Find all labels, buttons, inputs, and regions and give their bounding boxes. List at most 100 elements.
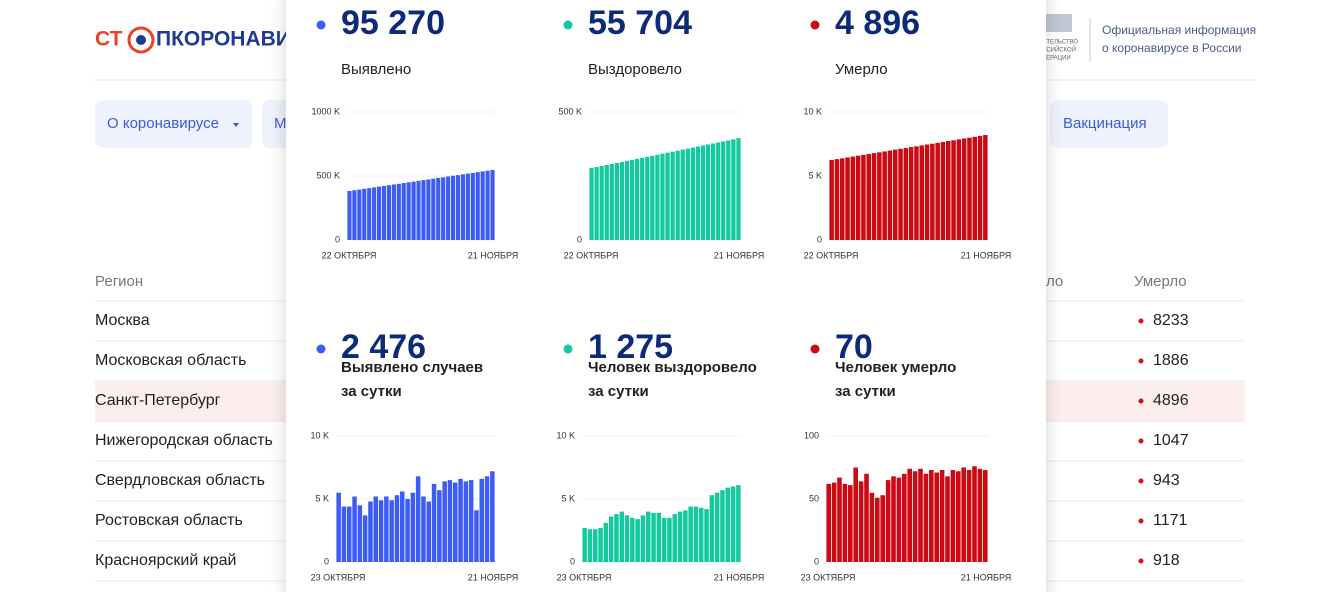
bar (614, 162, 619, 240)
bar (834, 159, 840, 240)
bar (646, 511, 651, 562)
nav-button[interactable] (1050, 100, 1168, 148)
bar (977, 468, 983, 562)
bar (406, 182, 411, 240)
bar (608, 516, 614, 562)
bar (431, 483, 437, 562)
bar (667, 517, 672, 562)
bar (956, 471, 961, 562)
bar (490, 471, 495, 562)
bar (367, 188, 372, 240)
bar (640, 515, 646, 562)
bar (604, 164, 609, 240)
region-name: Санкт-Петербург (95, 392, 221, 409)
region-name: Нижегородская область (95, 432, 273, 449)
bar (919, 145, 924, 240)
bar (695, 146, 701, 240)
x-label: 22 ОКТЯБРЯ (564, 250, 619, 260)
bar (352, 496, 357, 562)
logo-icon (127, 26, 155, 54)
emblem-icon (1046, 14, 1072, 32)
status-dot (1138, 558, 1144, 564)
bar (711, 143, 716, 240)
bar (869, 492, 875, 562)
bar (709, 495, 715, 562)
stat-label: Выявлено (341, 61, 411, 78)
bar (582, 527, 587, 562)
x-label: 23 ОКТЯБРЯ (557, 572, 612, 582)
bar (665, 152, 670, 240)
x-label: 21 НОЯБРЯ (961, 250, 1012, 260)
bar (956, 139, 962, 240)
bar (720, 490, 725, 562)
bar (977, 135, 983, 240)
bar (950, 470, 956, 562)
bar (661, 517, 667, 562)
bar (384, 496, 389, 562)
bar (479, 478, 484, 562)
y-tick-label: 1000 K (311, 106, 340, 116)
bar (401, 183, 406, 240)
y-tick-label: 5 K (808, 170, 822, 180)
bar (660, 153, 665, 240)
bar (347, 506, 352, 562)
y-tick-label: 0 (577, 234, 582, 244)
bar (455, 175, 461, 240)
bar (603, 522, 609, 562)
bar (672, 514, 677, 562)
bar (389, 500, 394, 562)
bar (446, 176, 451, 240)
bar (441, 177, 446, 240)
y-tick-label: 5 K (315, 493, 329, 503)
nav-label[interactable]: М (274, 115, 287, 132)
bar (866, 153, 871, 240)
bar (864, 473, 869, 562)
bar (725, 487, 730, 562)
big-number: 95 270 (341, 4, 445, 42)
bar (458, 478, 463, 562)
y-tick-label: 0 (817, 234, 822, 244)
y-tick-label: 5 K (561, 493, 575, 503)
bar (705, 144, 711, 240)
bar (908, 147, 914, 240)
bar (651, 512, 656, 562)
logo-right: ПКОРОНАВИ (156, 28, 291, 51)
stat-label: за сутки (835, 383, 896, 400)
table-header: Регион (95, 273, 143, 290)
y-tick-label: 50 (809, 493, 819, 503)
nav-label[interactable]: Вакцинация (1063, 115, 1147, 132)
bar (656, 512, 662, 562)
bar (410, 492, 416, 562)
bar (940, 141, 946, 240)
y-tick-label: 100 (804, 430, 819, 440)
bar (966, 470, 972, 562)
bar (619, 511, 624, 562)
status-dot (316, 344, 326, 354)
info-text: о коронавирусе в России (1102, 41, 1241, 55)
bar (470, 172, 475, 240)
bar (939, 470, 945, 562)
status-dot (563, 344, 573, 354)
nav-button[interactable] (95, 100, 252, 148)
deaths-value: 8233 (1153, 312, 1189, 329)
y-tick-label: 10 K (803, 106, 822, 116)
big-number: 55 704 (588, 4, 692, 42)
bar (436, 177, 441, 240)
y-tick-label: 0 (570, 556, 575, 566)
nav-label[interactable]: О коронавирусе (107, 115, 219, 132)
bar (396, 183, 401, 240)
status-dot (1138, 358, 1144, 364)
bar (589, 168, 594, 240)
bar (635, 158, 640, 240)
bar (341, 506, 347, 562)
bar (352, 190, 357, 240)
bar (826, 483, 831, 562)
bar (357, 505, 363, 562)
bar (690, 147, 695, 240)
bar (840, 158, 845, 240)
status-dot (1138, 318, 1144, 324)
bar (704, 509, 709, 562)
bar (485, 170, 490, 240)
bar (871, 153, 877, 240)
x-label: 23 ОКТЯБРЯ (311, 572, 366, 582)
